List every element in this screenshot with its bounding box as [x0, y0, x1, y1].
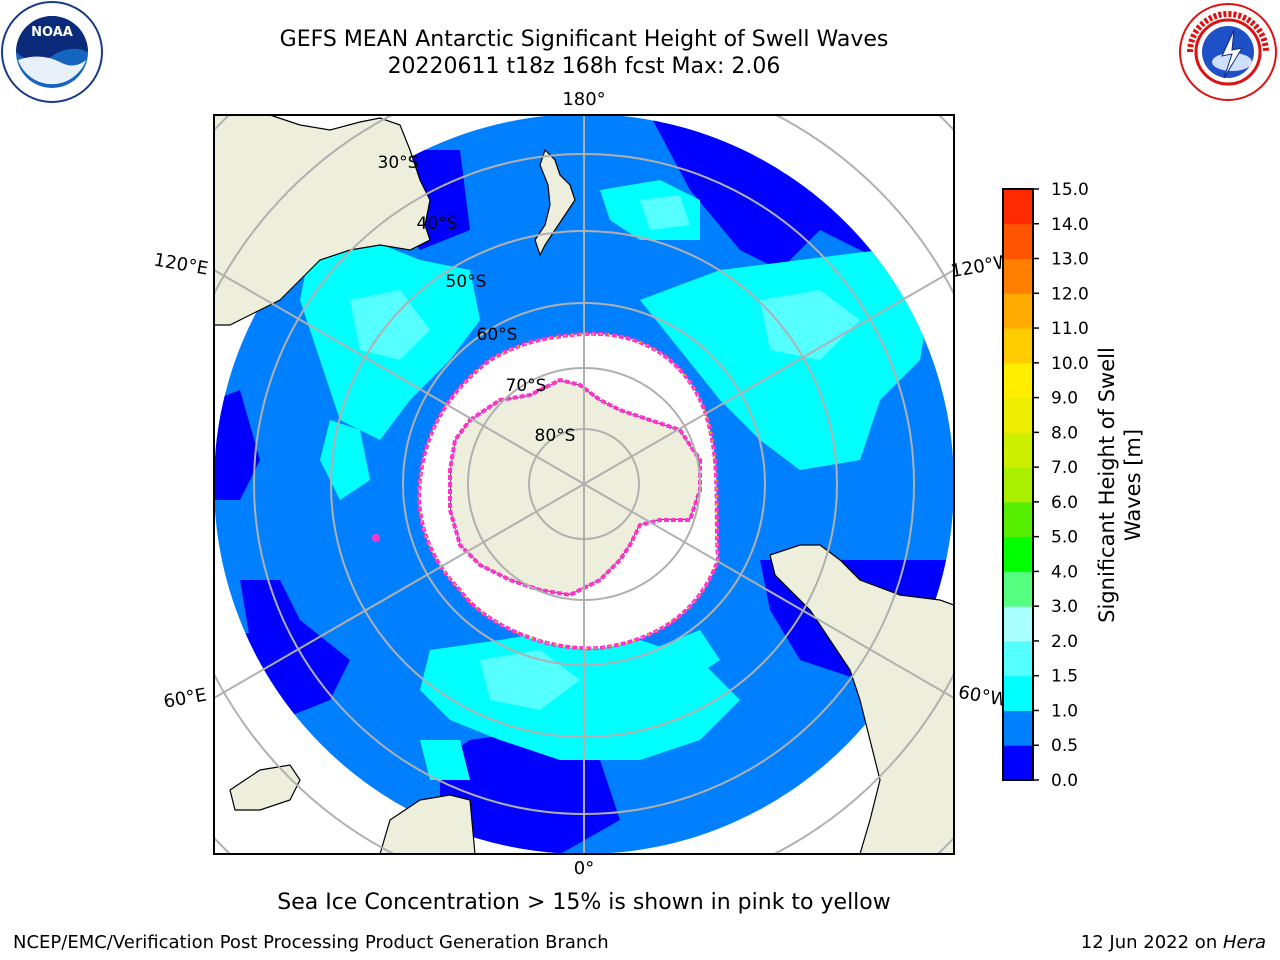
- colorbar-frame: [1002, 188, 1034, 781]
- lat-label-30: 30°S: [378, 153, 419, 173]
- australia-landmass: [214, 115, 431, 326]
- colorbar-tick-label: 6.0: [1051, 493, 1078, 513]
- colorbar-tick-label: 5.0: [1051, 528, 1078, 548]
- colorbar-tick-label: 0.5: [1051, 736, 1078, 756]
- colorbar-segment: [1003, 710, 1033, 746]
- colorbar-segment: [1003, 536, 1033, 572]
- lon-label-upper-left: 120°E: [152, 249, 210, 279]
- colorbar-tick-label: 1.5: [1051, 667, 1078, 687]
- colorbar-label-line2: Waves [m]: [1121, 429, 1145, 541]
- colorbar-segment: [1003, 189, 1033, 225]
- colorbar-tick-label: 8.0: [1051, 423, 1078, 443]
- colorbar-segment: [1003, 362, 1033, 399]
- africa-landmass: [379, 794, 476, 854]
- colorbar-segment: [1003, 675, 1033, 711]
- colorbar-segment: [1003, 571, 1033, 607]
- lat-label-80: 80°S: [535, 426, 576, 446]
- lon-label-lower-left: 60°E: [162, 684, 208, 712]
- colorbar-segment: [1003, 397, 1033, 433]
- colorbar-segment: [1003, 328, 1033, 364]
- chart-subtitle: 20220611 t18z 168h fcst Max: 2.06: [387, 54, 781, 79]
- footer-credit: NCEP/EMC/Verification Post Processing Pr…: [13, 932, 609, 953]
- colorbar-tick-label: 15.0: [1051, 180, 1089, 200]
- colorbar-segment: [1003, 501, 1033, 538]
- sea-ice-caption: Sea Ice Concentration > 15% is shown in …: [277, 890, 891, 915]
- colorbar-tick-label: 7.0: [1051, 458, 1078, 478]
- colorbar-tick-label: 14.0: [1051, 215, 1089, 235]
- colorbar-segment: [1003, 745, 1033, 781]
- graticule: [214, 115, 954, 854]
- colorbar-tick-label: 2.0: [1051, 632, 1078, 652]
- lon-label-lower-right: 60°W: [957, 682, 1010, 711]
- lon-label-top: 180°: [562, 89, 605, 110]
- colorbar-segment: [1003, 640, 1033, 677]
- lon-label-bottom: 0°: [574, 858, 594, 879]
- colorbar-tick-label: 13.0: [1051, 250, 1089, 270]
- colorbar-tick-label: 0.0: [1051, 771, 1078, 791]
- colorbar-tick-label: 4.0: [1051, 562, 1078, 582]
- lat-label-60: 60°S: [477, 325, 518, 345]
- colorbar-tick-label: 11.0: [1051, 319, 1089, 339]
- land-masses: [214, 115, 954, 854]
- footer-date-text: 12 Jun 2022 on: [1080, 932, 1223, 953]
- new-zealand-landmass: [534, 148, 576, 257]
- colorbar-segment: [1003, 293, 1033, 329]
- chart-title: GEFS MEAN Antarctic Significant Height o…: [279, 27, 889, 52]
- colorbar-segment: [1003, 223, 1033, 260]
- colorbar-segment: [1003, 606, 1033, 642]
- south-america-landmass: [769, 544, 954, 854]
- colorbar-tick-label: 1.0: [1051, 701, 1078, 721]
- lat-label-50: 50°S: [446, 272, 487, 292]
- colorbar-label-line1: Significant Height of Swell: [1095, 347, 1119, 623]
- colorbar-tick-label: 9.0: [1051, 389, 1078, 409]
- map-frame: [213, 114, 955, 855]
- madagascar-landmass: [229, 764, 301, 811]
- colorbar-segment: [1003, 467, 1033, 503]
- footer-host: Hera: [1222, 932, 1266, 953]
- nws-logo-icon: [1179, 3, 1277, 101]
- sea-ice: [372, 331, 721, 651]
- colorbar: 0.0 0.5 1.0 1.5 2.0 3.0 4.0 5.0 6.0 7.0 8.0 9.0 10.0…: [1002, 180, 1089, 791]
- lat-label-40: 40°S: [417, 214, 458, 234]
- footer-date: 12 Jun 2022 on Hera: [1081, 932, 1266, 953]
- colorbar-segment: [1003, 258, 1033, 294]
- noaa-logo-text: NOAA: [31, 25, 73, 40]
- colorbar-tick-label: 3.0: [1051, 597, 1078, 617]
- colorbar-tick-label: 10.0: [1051, 354, 1089, 374]
- colorbar-tick-label: 12.0: [1051, 284, 1089, 304]
- colorbar-segment: [1003, 432, 1033, 468]
- noaa-logo-icon: NOAA: [1, 1, 103, 103]
- lat-label-70: 70°S: [506, 376, 547, 396]
